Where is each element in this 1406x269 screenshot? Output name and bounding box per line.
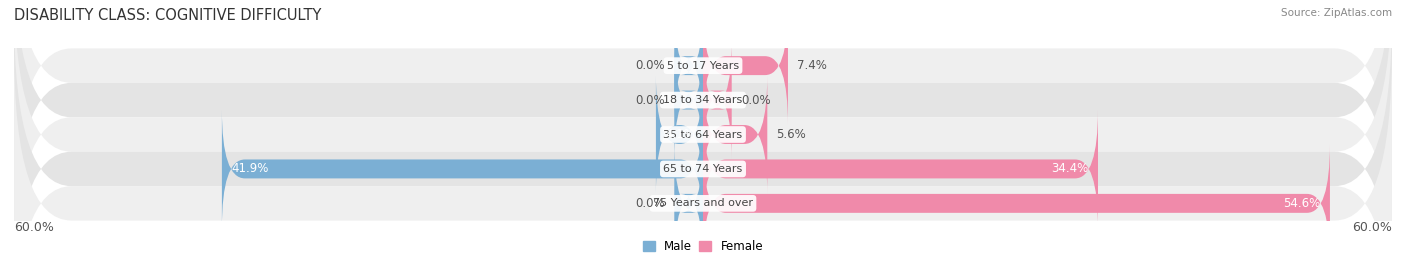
Text: 75 Years and over: 75 Years and over xyxy=(652,198,754,208)
Text: 60.0%: 60.0% xyxy=(1353,221,1392,233)
FancyBboxPatch shape xyxy=(14,48,1392,269)
FancyBboxPatch shape xyxy=(703,75,768,194)
Text: 5 to 17 Years: 5 to 17 Years xyxy=(666,61,740,71)
FancyBboxPatch shape xyxy=(703,144,1330,263)
FancyBboxPatch shape xyxy=(657,75,703,194)
Text: 7.4%: 7.4% xyxy=(797,59,827,72)
FancyBboxPatch shape xyxy=(675,6,703,125)
Text: 65 to 74 Years: 65 to 74 Years xyxy=(664,164,742,174)
Text: 35 to 64 Years: 35 to 64 Years xyxy=(664,129,742,140)
FancyBboxPatch shape xyxy=(675,144,703,263)
Legend: Male, Female: Male, Female xyxy=(638,235,768,258)
Text: 41.9%: 41.9% xyxy=(231,162,269,175)
FancyBboxPatch shape xyxy=(703,41,731,160)
Text: 54.6%: 54.6% xyxy=(1284,197,1320,210)
FancyBboxPatch shape xyxy=(14,0,1392,221)
FancyBboxPatch shape xyxy=(14,0,1392,269)
FancyBboxPatch shape xyxy=(675,41,703,160)
Text: Source: ZipAtlas.com: Source: ZipAtlas.com xyxy=(1281,8,1392,18)
Text: 4.1%: 4.1% xyxy=(665,128,695,141)
Text: DISABILITY CLASS: COGNITIVE DIFFICULTY: DISABILITY CLASS: COGNITIVE DIFFICULTY xyxy=(14,8,322,23)
FancyBboxPatch shape xyxy=(14,0,1392,255)
Text: 0.0%: 0.0% xyxy=(636,59,665,72)
FancyBboxPatch shape xyxy=(703,109,1098,228)
FancyBboxPatch shape xyxy=(222,109,703,228)
Text: 0.0%: 0.0% xyxy=(636,94,665,107)
Text: 34.4%: 34.4% xyxy=(1052,162,1088,175)
Text: 60.0%: 60.0% xyxy=(14,221,53,233)
Text: 0.0%: 0.0% xyxy=(636,197,665,210)
Text: 5.6%: 5.6% xyxy=(776,128,806,141)
Text: 18 to 34 Years: 18 to 34 Years xyxy=(664,95,742,105)
FancyBboxPatch shape xyxy=(703,6,787,125)
Text: 0.0%: 0.0% xyxy=(741,94,770,107)
FancyBboxPatch shape xyxy=(14,14,1392,269)
